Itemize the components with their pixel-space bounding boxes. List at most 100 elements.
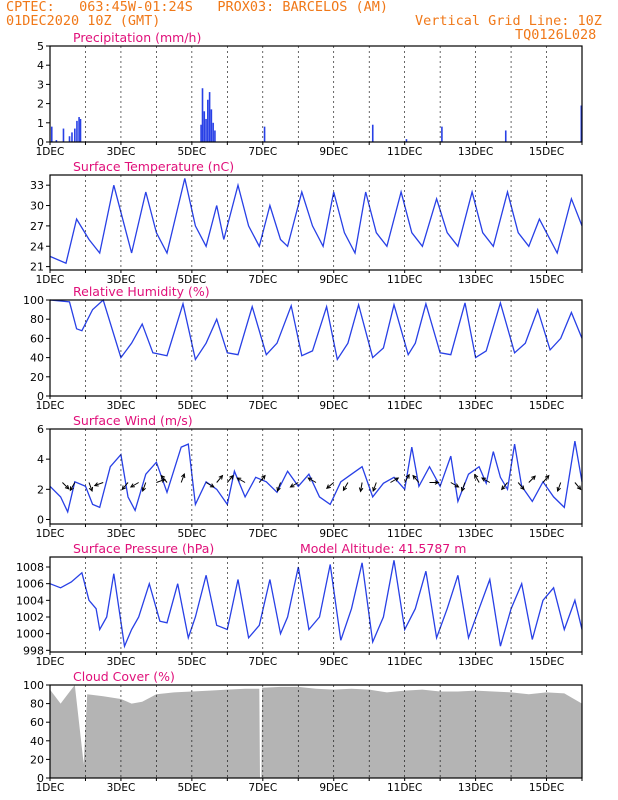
wind-arrow: [517, 482, 525, 490]
x-tick-label: 1DEC: [36, 656, 65, 668]
series-line: [49, 440, 583, 514]
y-tick-label: 4: [37, 59, 44, 72]
x-tick-label: 1DEC: [36, 274, 65, 286]
wind-arrow-head: [434, 480, 440, 485]
y-tick-label: 100: [23, 294, 44, 307]
y-tick-label: 0: [37, 136, 44, 149]
x-tick-label: 11DEC: [387, 656, 422, 668]
wind-arrow: [501, 482, 508, 490]
x-tick-label: 9DEC: [319, 146, 348, 158]
y-tick-label: 33: [30, 179, 44, 192]
wind-arrow-head: [141, 486, 146, 492]
precip-bar: [208, 92, 211, 142]
x-tick-label: 7DEC: [248, 528, 277, 540]
wind-arrow: [258, 475, 266, 483]
wind-arrow: [156, 478, 166, 483]
y-tick-label: 2: [37, 483, 44, 496]
y-tick-label: 4: [37, 453, 44, 466]
y-tick-label: 1008: [16, 561, 44, 574]
y-tick-label: 80: [30, 313, 44, 326]
y-tick-label: 20: [30, 753, 44, 766]
precip-bar: [580, 105, 583, 142]
wind-arrow: [226, 475, 234, 483]
y-tick-label: 80: [30, 698, 44, 711]
precip-bar: [210, 109, 213, 142]
y-tick-label: 21: [30, 261, 44, 274]
precip-bar: [62, 128, 65, 142]
panel-annotation: Model Altitude: 41.5787 m: [300, 541, 466, 556]
precip-bar: [214, 130, 216, 142]
vertical-grid-note: Vertical Grid Line: 10Z: [415, 13, 602, 29]
wind-arrow: [404, 474, 410, 483]
y-tick-label: 1002: [16, 611, 44, 624]
x-tick-label: 5DEC: [177, 782, 206, 794]
x-tick-label: 3DEC: [107, 656, 136, 668]
precip-bar: [441, 126, 443, 142]
precip-bar: [263, 126, 266, 142]
precip-bar: [71, 132, 73, 142]
x-tick-label: 11DEC: [387, 528, 422, 540]
y-tick-label: 0: [37, 772, 44, 785]
wind-arrow: [326, 482, 335, 489]
x-tick-label: 7DEC: [248, 656, 277, 668]
x-tick-label: 13DEC: [458, 274, 493, 286]
panel-title: Cloud Cover (%): [73, 669, 175, 684]
x-tick-label: 3DEC: [107, 528, 136, 540]
wind-arrow-head: [88, 486, 94, 492]
wind-arrow-head: [474, 473, 479, 479]
x-tick-label: 1DEC: [36, 782, 65, 794]
wind-arrow-head: [556, 486, 561, 492]
y-tick-label: 0: [37, 513, 44, 526]
wind-arrow-head: [454, 483, 460, 488]
series-line: [49, 298, 583, 362]
precip-bar: [201, 88, 204, 142]
panel-frame: [49, 299, 583, 397]
x-tick-label: 13DEC: [458, 146, 493, 158]
wind-arrow-head: [358, 487, 364, 493]
wind-arrow: [121, 482, 129, 490]
precip-bar: [76, 120, 78, 142]
x-tick-label: 5DEC: [177, 274, 206, 286]
wind-arrow-head: [307, 477, 313, 482]
wind-arrow-head: [69, 486, 74, 492]
x-tick-label: 7DEC: [248, 274, 277, 286]
series-line: [49, 560, 583, 649]
wind-arrow: [142, 482, 147, 492]
x-tick-label: 13DEC: [458, 656, 493, 668]
wind-arrow-head: [236, 477, 242, 482]
y-tick-label: 40: [30, 352, 44, 365]
wind-arrow: [62, 482, 70, 490]
x-tick-label: 1DEC: [36, 528, 65, 540]
model-id: TQ0126L028: [515, 27, 597, 43]
x-tick-label: 1DEC: [36, 400, 65, 412]
wind-arrow: [160, 475, 168, 483]
cloud-area: [50, 685, 582, 778]
wind-arrow: [237, 477, 246, 483]
wind-arrow: [290, 482, 299, 488]
panel-title: Surface Wind (m/s): [73, 413, 193, 428]
wind-arrow-head: [276, 486, 281, 492]
wind-arrow: [557, 482, 562, 492]
panel-title: Surface Pressure (hPa): [73, 541, 214, 556]
x-tick-label: 3DEC: [107, 274, 136, 286]
x-tick-label: 13DEC: [458, 782, 493, 794]
wind-arrow: [542, 475, 550, 483]
y-tick-label: 1006: [16, 578, 44, 591]
wind-arrow-head: [394, 477, 400, 482]
x-tick-label: 13DEC: [458, 400, 493, 412]
wind-arrow: [528, 475, 536, 483]
x-tick-label: 13DEC: [458, 528, 493, 540]
wind-arrow: [276, 482, 282, 492]
wind-arrow-head: [261, 474, 266, 480]
wind-arrow-head: [576, 485, 582, 491]
precip-bar: [68, 136, 71, 142]
wind-arrow-head: [342, 486, 348, 492]
wind-arrow: [180, 473, 185, 483]
panel-title: Surface Temperature (nC): [73, 159, 234, 174]
x-tick-label: 7DEC: [248, 146, 277, 158]
wind-arrow-head: [160, 474, 166, 480]
x-tick-label: 5DEC: [177, 528, 206, 540]
wind-arrow: [390, 477, 399, 483]
panel-frame: [49, 556, 583, 653]
precip-bar: [212, 122, 214, 142]
